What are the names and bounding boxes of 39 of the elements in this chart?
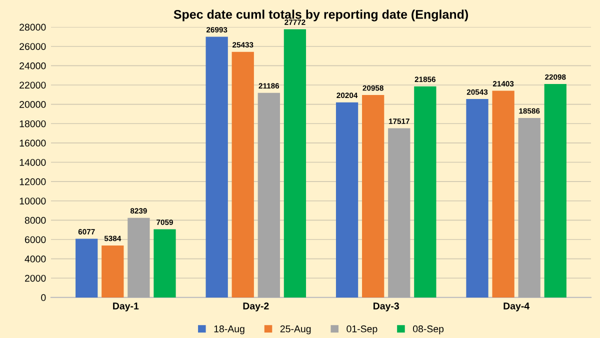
y-tick-label: 10000 (20, 198, 46, 204)
y-tick-label: 26000 (20, 43, 46, 50)
bar (102, 245, 124, 298)
bar (362, 95, 384, 298)
bar (154, 229, 176, 298)
bar (414, 86, 436, 298)
y-tick-label: 0 (41, 294, 46, 302)
bar (284, 29, 306, 298)
bar (544, 84, 566, 298)
bar (232, 52, 254, 298)
y-tick-label: 22000 (20, 82, 46, 89)
x-tick-label: Day-2 (243, 302, 269, 312)
legend-label: 18-Aug (214, 325, 244, 334)
bar (518, 118, 540, 298)
y-tick-label: 6000 (25, 236, 46, 244)
y-tick-label: 14000 (20, 158, 46, 166)
bar (76, 238, 98, 298)
y-tick-label: 24000 (20, 62, 46, 70)
bar (492, 90, 514, 298)
legend-label: 01-Sep (346, 325, 378, 334)
x-tick-label: Day-3 (374, 302, 399, 312)
x-tick-label: Day-1 (113, 302, 139, 312)
bar (336, 102, 358, 298)
bar (128, 218, 150, 298)
x-tick-label: Day-4 (504, 302, 530, 312)
y-tick-label: 4000 (24, 256, 46, 262)
y-tick-label: 12000 (20, 178, 46, 186)
legend-label: 25-Aug (280, 325, 311, 334)
y-tick-label: 16000 (20, 140, 46, 147)
bar (258, 92, 280, 298)
legend-label: 08-Sep (413, 325, 444, 334)
y-tick-label: 8000 (24, 216, 46, 224)
y-tick-label: 2000 (25, 274, 46, 282)
y-tick-label: 18000 (20, 120, 46, 128)
bar (206, 36, 228, 298)
y-tick-label: 28000 (20, 24, 46, 31)
bar (388, 128, 410, 298)
bar (466, 99, 488, 298)
y-tick-label: 20000 (20, 101, 46, 108)
